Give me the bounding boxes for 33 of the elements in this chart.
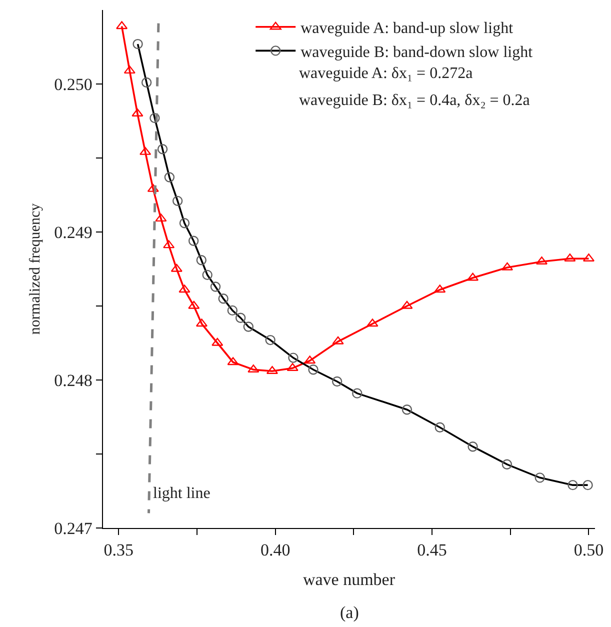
legend-label: waveguide A: band-up slow light [300,20,514,38]
x-tick-label: 0.50 [574,540,604,560]
y-tick-label: 0.250 [54,74,92,94]
y-tick-label: 0.248 [54,370,92,390]
annotation: waveguide A: δx₁ = 0.272a [299,65,473,82]
legend-label: waveguide B: band-down slow light [300,44,534,61]
point [140,146,152,155]
x-tick-label: 0.40 [260,540,290,560]
point [170,264,182,272]
point [366,318,378,327]
point [304,356,316,364]
x-tick-label: 0.35 [104,540,134,560]
point [434,284,446,293]
point [124,66,136,74]
point [147,184,159,192]
annotation: light line [153,485,210,502]
x-axis-title: wave number [302,570,396,589]
point [401,300,413,309]
point [286,363,298,372]
text: (a) [340,603,359,622]
point [155,214,167,222]
point [178,284,190,293]
y-tick-label: 0.247 [54,518,93,538]
y-axis-title: normalized frequency [28,202,44,335]
point [212,338,224,346]
annotation: waveguide B: δx₁ = 0.4a, δx₂ = 0.2a [299,92,530,109]
y-tick-label: 0.249 [54,222,92,242]
point [163,240,175,248]
point [332,336,344,344]
point [116,21,128,30]
point [227,357,239,366]
point [188,300,200,309]
x-tick-label: 0.45 [417,540,447,560]
